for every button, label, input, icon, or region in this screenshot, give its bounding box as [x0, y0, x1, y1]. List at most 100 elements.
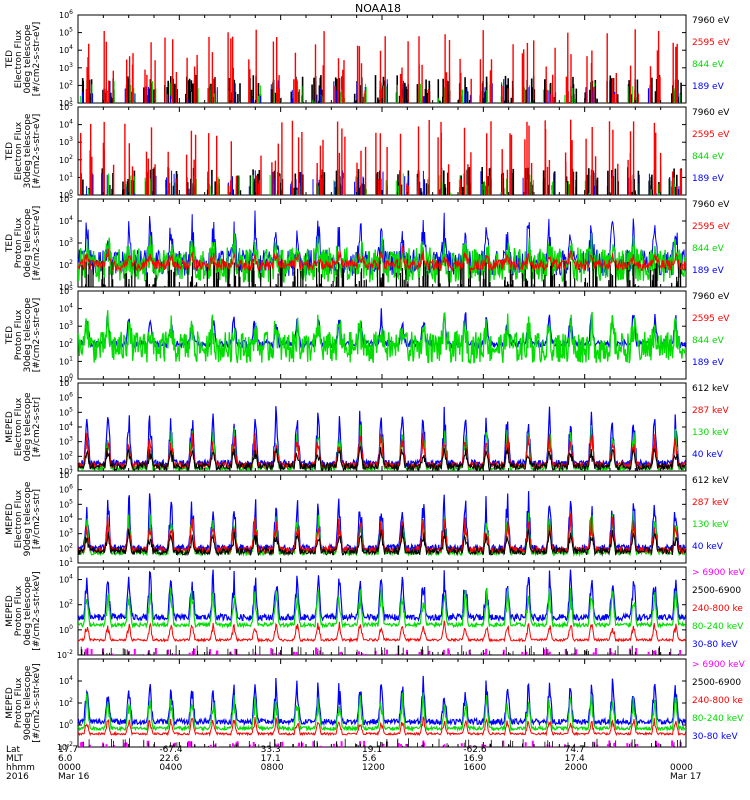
- y-tick-label: 100: [59, 373, 73, 384]
- y-tick-label: 102: [59, 79, 73, 90]
- y-axis-label: 90deg telescope: [23, 665, 33, 740]
- panel-data: [78, 491, 686, 558]
- x-tick-label: 22.6: [159, 754, 179, 764]
- x-tick-label: 74.7: [565, 745, 585, 755]
- legend-entry: 40 keV: [692, 542, 724, 552]
- x-tick-label: 0800: [261, 763, 284, 773]
- legend-entry: 612 keV: [692, 476, 729, 486]
- y-tick-label: 103: [59, 320, 73, 331]
- legend-entry: 189 eV: [692, 174, 725, 184]
- y-tick-label: 104: [59, 421, 73, 432]
- y-tick-label: 101: [59, 97, 73, 108]
- y-tick-label: 105: [59, 498, 73, 509]
- legend-entry: 130 keV: [692, 520, 729, 530]
- x-tick-label: Mar 16: [58, 772, 90, 782]
- y-axis-label: TED: [5, 326, 15, 345]
- y-axis-label: [#/cm2-s-str-eV]: [32, 22, 42, 97]
- x-tick-label: 17.4: [565, 754, 585, 764]
- x-tick-label: 16.9: [463, 754, 483, 764]
- y-tick-label: 103: [59, 136, 73, 147]
- series-2595: [80, 119, 683, 195]
- legend-entry: > 6900 keV: [692, 660, 746, 670]
- y-axis-label: [#/cm2-s-str-eV]: [32, 114, 42, 189]
- series-30-80: [78, 675, 686, 727]
- panel-2: 100 101 102 103 104 105 TED Electron Flux 30deg …: [5, 101, 730, 200]
- y-axis-label: Proton Flux: [14, 677, 24, 728]
- x-tick-label: -62.6: [463, 745, 487, 755]
- legend-entry: 80-240 keV: [692, 714, 744, 724]
- y-axis-label: Proton Flux: [14, 217, 24, 268]
- series-240-800: [78, 620, 686, 643]
- panel-data: [78, 406, 686, 471]
- x-tick-label: 5.6: [362, 754, 377, 764]
- y-axis-label: 0deg telescope: [23, 576, 33, 646]
- y-tick-label: 102: [59, 599, 73, 610]
- series-2500-6900: [82, 738, 681, 747]
- y-tick-label: 104: [59, 119, 73, 130]
- panel-3: 101 102 103 104 105 TED Proton Flux 0deg telesc…: [5, 193, 730, 292]
- y-axis-label: [#/cm2-s-str-eV]: [32, 206, 42, 281]
- y-axis-label: 30deg telescope: [23, 113, 33, 188]
- legend-entry: 287 keV: [692, 406, 729, 416]
- y-tick-label: 102: [59, 259, 73, 270]
- x-tick-label: 0000: [58, 763, 81, 773]
- panel-data: [78, 308, 686, 364]
- series-6900: [80, 740, 682, 747]
- series-2500-6900: [80, 645, 679, 655]
- y-tick-label: 105: [59, 285, 73, 296]
- y-tick-label: 102: [59, 154, 73, 165]
- y-tick-label: 104: [59, 44, 73, 55]
- y-tick-label: 106: [59, 484, 73, 495]
- y-tick-label: 105: [59, 193, 73, 204]
- panel-data: [78, 569, 686, 655]
- x-tick-label: 0400: [159, 763, 182, 773]
- x-tick-label: 17.1: [261, 754, 281, 764]
- legend-entry: 2595 eV: [692, 130, 730, 140]
- y-tick-label: 105: [59, 101, 73, 112]
- y-axis-label: [#/cm2-s-str-keV]: [32, 571, 42, 650]
- y-tick-label: 103: [59, 436, 73, 447]
- legend-entry: 80-240 keV: [692, 622, 744, 632]
- y-axis-label: MEPED: [5, 687, 15, 719]
- x-tick-label: 1600: [463, 763, 486, 773]
- legend-entry: 7960 eV: [692, 292, 730, 302]
- y-axis-label: Proton Flux: [14, 585, 24, 636]
- y-tick-label: 103: [59, 528, 73, 539]
- y-axis-label: 90deg telescope: [23, 481, 33, 556]
- y-tick-label: 100: [59, 189, 73, 200]
- legend-entry: 240-800 ke: [692, 696, 743, 706]
- legend-entry: 189 eV: [692, 82, 725, 92]
- y-axis-label: TED: [5, 50, 15, 69]
- y-tick-label: 104: [59, 574, 73, 585]
- series-2595: [78, 245, 686, 273]
- panel-5: 101 102 103 104 105 106 107 MEPED Electron Flux 0…: [5, 377, 729, 476]
- y-tick-label: 100: [59, 719, 73, 730]
- y-tick-label: 104: [59, 215, 73, 226]
- x-tick-label: 17.7: [58, 745, 78, 755]
- panel-6: 101 102 103 104 105 106 107 MEPED Electron Flux 9…: [5, 469, 729, 568]
- x-tick-label: 1200: [362, 763, 385, 773]
- x-tick-label: 19.1: [362, 745, 382, 755]
- x-tick-label: 6.0: [58, 754, 73, 764]
- y-axis-label: [#/cm2-s-str-keV]: [32, 663, 42, 742]
- y-tick-label: 101: [59, 465, 73, 476]
- legend-entry: 189 eV: [692, 266, 725, 276]
- legend-entry: 287 keV: [692, 498, 729, 508]
- x-tick-label: 33.3: [261, 745, 281, 755]
- series-844: [78, 310, 686, 364]
- y-tick-label: 102: [59, 338, 73, 349]
- legend-entry: 844 eV: [692, 244, 725, 254]
- y-axis-label: 0deg telescope: [23, 24, 33, 94]
- legend-entry: 30-80 keV: [692, 732, 738, 742]
- legend-entry: 2595 eV: [692, 222, 730, 232]
- y-axis-label: MEPED: [5, 411, 15, 443]
- series-30-80: [78, 569, 686, 623]
- y-tick-label: 103: [59, 62, 73, 73]
- y-axis-label: MEPED: [5, 595, 15, 627]
- y-axis-label: 0deg telescope: [23, 208, 33, 278]
- y-axis-label: Electron Flux: [14, 29, 24, 88]
- y-tick-label: 101: [59, 281, 73, 292]
- panel-8: 10-2 100 102 104 MEPED Proton Flux 90deg teles…: [5, 658, 746, 752]
- x-tick-label: Mar 17: [670, 772, 701, 782]
